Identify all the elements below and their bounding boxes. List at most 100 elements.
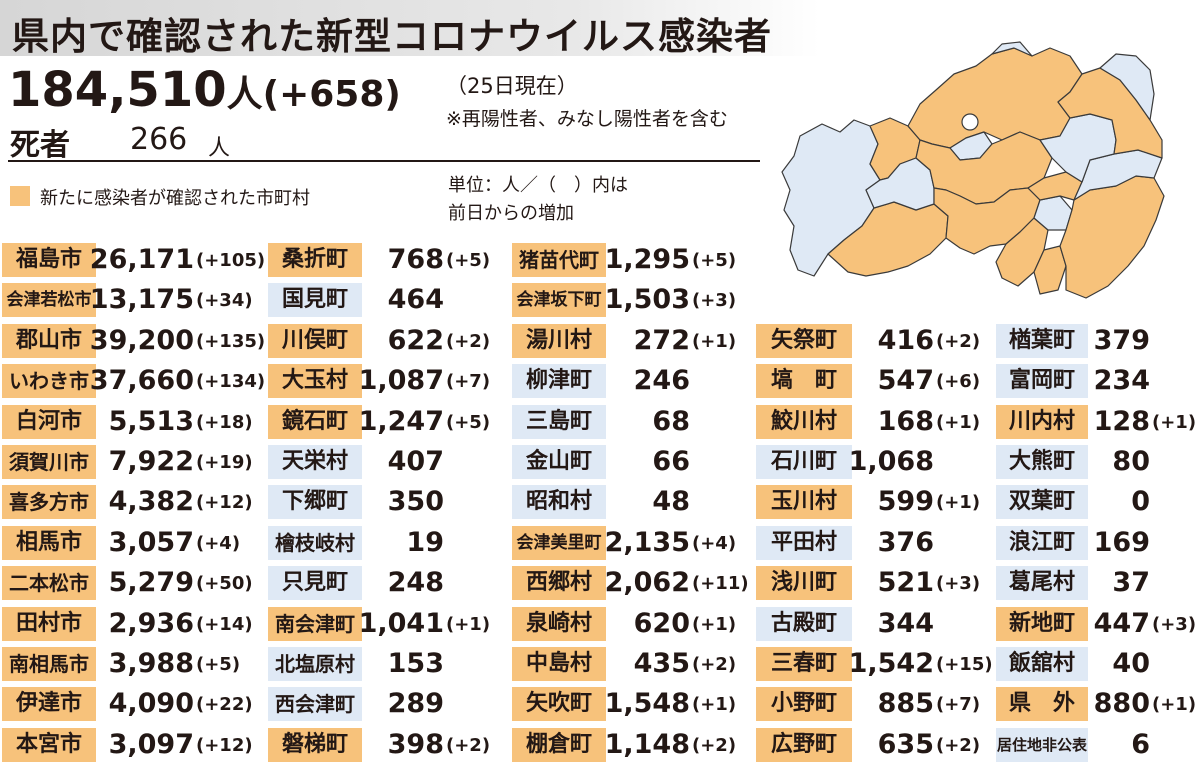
table-row: 鮫川村 168 (+1) xyxy=(756,404,1000,439)
municipality-name: 会津美里町 xyxy=(512,525,606,560)
table-row: 郡山市 39,200 (+135) xyxy=(2,323,265,358)
table-row: 金山町 66 xyxy=(512,445,756,479)
daily-increase: (+15) xyxy=(936,654,993,675)
table-row: 富岡町 234 xyxy=(996,364,1196,399)
daily-increase: (+14) xyxy=(196,613,253,635)
case-count: 7,922 xyxy=(108,446,194,477)
title-bar xyxy=(0,0,820,56)
page-title: 県内で確認された新型コロナウイルス感染者 xyxy=(12,15,772,58)
municipality-name: 広野町 xyxy=(756,727,852,762)
table-row: 国見町 464 xyxy=(268,283,512,318)
municipality-name: 平田村 xyxy=(756,525,852,560)
case-count: 68 xyxy=(652,405,690,437)
case-count: 880 xyxy=(1093,688,1150,720)
daily-increase: (+1) xyxy=(692,330,737,352)
case-count: 464 xyxy=(387,284,444,316)
table-row: 双葉町 0 xyxy=(996,485,1196,520)
case-count: 6 xyxy=(1131,728,1150,760)
table-row: 玉川村 599 (+1) xyxy=(756,485,1000,520)
municipality-name: 郡山市 xyxy=(2,323,96,358)
case-count: 350 xyxy=(387,486,444,518)
table-row: 鏡石町 1,247 (+5) xyxy=(268,404,512,439)
municipality-name: 白河市 xyxy=(2,404,96,439)
municipality-name: 矢祭町 xyxy=(756,323,852,358)
table-row: 塙 町 547 (+6) xyxy=(756,364,1000,399)
municipality-name: 湯川村 xyxy=(512,323,606,358)
municipality-name: 居住地非公表 xyxy=(996,727,1088,762)
daily-increase: (+2) xyxy=(446,734,491,756)
municipality-name: 南相馬市 xyxy=(2,647,96,681)
case-count: 40 xyxy=(1112,648,1150,679)
municipality-name: 二本松市 xyxy=(2,566,96,601)
table-row: 浪江町 169 xyxy=(996,525,1196,560)
municipality-name: 国見町 xyxy=(268,283,362,318)
case-count: 248 xyxy=(387,567,444,599)
municipality-name: 田村市 xyxy=(2,606,96,641)
daily-increase: (+5) xyxy=(446,250,491,271)
case-count: 622 xyxy=(387,324,444,356)
municipality-name: 鏡石町 xyxy=(268,404,362,439)
table-row: 福島市 26,171 (+105) xyxy=(2,243,265,277)
municipality-name: 相馬市 xyxy=(2,525,96,560)
unit-note: 単位：人／（ ）内は 前日からの増加 xyxy=(448,172,628,228)
daily-increase: (+5) xyxy=(196,654,241,675)
municipality-name: 喜多方市 xyxy=(2,485,96,520)
table-row: 白河市 5,513 (+18) xyxy=(2,404,253,439)
case-count: 1,295 xyxy=(604,244,690,275)
table-row: 三島町 68 xyxy=(512,404,756,439)
table-row: 伊達市 4,090 (+22) xyxy=(2,687,253,722)
municipality-name: 県 外 xyxy=(996,687,1088,722)
municipality-name: 浅川町 xyxy=(756,566,852,601)
case-count: 5,279 xyxy=(108,567,194,599)
table-row: 喜多方市 4,382 (+12) xyxy=(2,485,253,520)
municipality-name: 中島村 xyxy=(512,647,606,681)
case-count: 3,097 xyxy=(108,728,194,760)
table-row: 新地町 447 (+3) xyxy=(996,606,1196,641)
case-count: 620 xyxy=(633,607,690,639)
municipality-name: 泉崎村 xyxy=(512,606,606,641)
case-count: 169 xyxy=(1093,526,1150,558)
case-count: 344 xyxy=(877,607,934,639)
case-count: 1,087 xyxy=(358,365,444,397)
deaths-unit: 人 xyxy=(208,136,231,161)
map-region-shinchi xyxy=(1099,53,1155,121)
case-count: 80 xyxy=(1112,446,1150,477)
municipality-name: 天栄村 xyxy=(268,445,362,479)
daily-increase: (+2) xyxy=(936,330,981,352)
daily-increase: (+1) xyxy=(692,694,737,716)
table-row: 川内村 128 (+1) xyxy=(996,404,1196,439)
case-count: 272 xyxy=(633,324,690,356)
table-row: 三春町 1,542 (+15) xyxy=(756,647,1000,681)
table-row: 川俣町 622 (+2) xyxy=(268,323,512,358)
daily-increase: (+5) xyxy=(446,411,491,433)
daily-increase: (+1) xyxy=(1152,694,1197,716)
table-row: 古殿町 344 xyxy=(756,606,1000,641)
table-row: 南相馬市 3,988 (+5) xyxy=(2,647,246,681)
case-count: 234 xyxy=(1093,365,1150,397)
total-cases-unit: 人 xyxy=(226,74,263,115)
municipality-name: 飯舘村 xyxy=(996,647,1088,681)
daily-increase: (+5) xyxy=(692,250,737,271)
municipality-name: 三島町 xyxy=(512,404,606,439)
municipality-name: 西郷村 xyxy=(512,566,606,601)
case-count: 153 xyxy=(387,648,444,679)
case-count: 407 xyxy=(387,446,444,477)
map-region-date xyxy=(991,41,1033,57)
municipality-name: 矢吹町 xyxy=(512,687,606,722)
table-row: 小野町 885 (+7) xyxy=(756,687,1000,722)
municipality-name: 昭和村 xyxy=(512,485,606,520)
case-count: 416 xyxy=(877,324,934,356)
map-region-north xyxy=(907,47,1083,149)
daily-increase: (+4) xyxy=(196,532,241,554)
table-row: 田村市 2,936 (+14) xyxy=(2,606,253,641)
unit-note-line1: 単位：人／（ ）内は xyxy=(448,175,628,196)
municipality-name: 大玉村 xyxy=(268,364,362,399)
municipality-name: 石川町 xyxy=(756,445,852,479)
municipality-name: 下郷町 xyxy=(268,485,362,520)
table-row: 湯川村 272 (+1) xyxy=(512,323,756,358)
table-row: 昭和村 48 xyxy=(512,485,756,520)
case-count: 521 xyxy=(877,567,934,599)
municipality-name: 金山町 xyxy=(512,445,606,479)
table-row: 楢葉町 379 xyxy=(996,323,1196,358)
daily-increase: (+134) xyxy=(196,371,266,393)
